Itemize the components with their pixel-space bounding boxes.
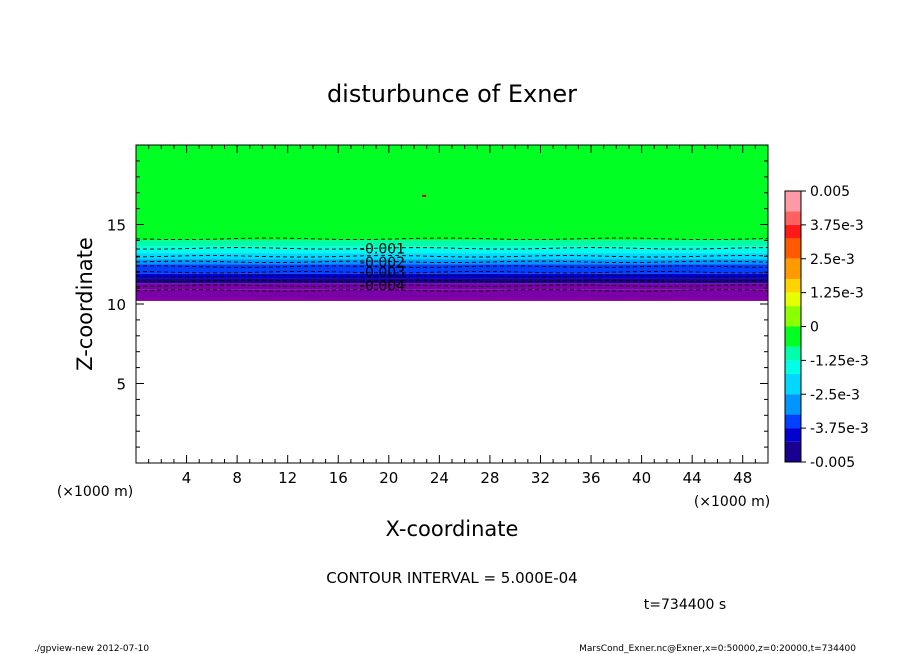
y-tick-label: 10 [107,296,126,314]
filled-band-9 [136,283,768,290]
filled-band-2 [136,246,768,254]
x-tick-label: 8 [232,469,242,487]
lower-boundary [136,298,768,301]
contour-interval-note: CONTOUR INTERVAL = 5.000E-04 [326,569,577,587]
contour-labels: -0.001-0.002-0.003-0.004 [360,241,405,294]
filled-band-4 [136,259,768,265]
contour-line-8 [135,284,769,287]
colorbar-segment-3 [785,238,801,259]
x-tick-label: 16 [329,469,348,487]
filled-band-7 [136,273,768,279]
contour-line-4 [135,265,769,268]
colorbar-tick-label: 1.25e-3 [810,286,864,302]
colorbar-segment-8 [785,326,801,347]
colorbar-segment-11 [785,373,801,395]
chart-title: disturbunce of Exner [327,80,577,108]
colorbar-tick-label: -3.75e-3 [810,421,869,437]
colorbar-segment-2 [785,224,801,239]
filled-band-10 [136,289,768,301]
contour-label-3: -0.004 [360,279,405,295]
x-tick-label: 28 [480,469,499,487]
plot-area [135,144,769,464]
y-tick-label: 5 [116,376,126,394]
colorbar-segment-5 [785,279,801,293]
colorbar-tick-label: 2.5e-3 [810,252,855,268]
colorbar-segment-4 [785,258,801,280]
colorbar-segment-15 [785,441,801,462]
colorbar-segment-0 [785,191,801,212]
contour-lines [135,237,769,292]
x-unit-right: (×1000 m) [694,494,770,510]
x-tick-label: 32 [531,469,550,487]
contour-line-7 [135,279,769,283]
x-tick-label: 48 [733,469,752,487]
footer-right: MarsCond_Exner.nc@Exner,x=0:50000,z=0:20… [579,644,856,654]
colorbar-segment-6 [785,292,801,307]
y-axis-label: Z-coordinate [73,237,97,371]
x-tick-label: 44 [683,469,702,487]
contour-line-1 [135,247,769,250]
contour-line-2 [135,255,769,258]
colorbar-segment-9 [785,346,801,361]
colorbar-segment-7 [785,306,801,327]
colorbar-tick-label: -2.5e-3 [810,387,860,403]
contour-label-1: -0.002 [360,255,405,271]
colorbar-tick-label: -1.25e-3 [810,353,869,369]
colorbar-tick-label: 0 [810,320,819,336]
colorbar: 0.005 3.75e-3 2.5e-3 1.25e-3 0 -1.25e-3 -2.5e-… [784,184,869,471]
x-tick-label: 36 [581,469,600,487]
x-tick-label: 12 [278,469,297,487]
y-axis: 5 10 15 [107,160,768,448]
colorbar-segment-1 [785,211,801,225]
colorbar-tick-label: 3.75e-3 [810,218,864,234]
time-label: t=734400 s [644,597,726,613]
filled-band-0 [136,145,768,241]
contour-line-5 [135,270,769,274]
x-axis-label: X-coordinate [386,517,519,541]
x-tick-label: 24 [430,469,449,487]
y-tick-label: 15 [107,217,126,235]
contour-label-2: -0.003 [360,265,405,281]
x-axis: 4 8 12 16 20 24 28 32 36 40 44 48 [148,145,756,487]
contour-line-9 [135,289,769,292]
contour-label-0: -0.001 [360,241,405,257]
colorbar-segment-13 [785,414,801,429]
colorbar-segment-12 [785,394,801,415]
contour-line-0 [135,237,769,241]
x-tick-label: 4 [182,469,192,487]
colorbar-segment-10 [785,360,801,374]
contour-line-6 [135,274,769,278]
colorbar-segment-14 [785,428,801,442]
colorbar-tick-label: 0.005 [810,184,850,200]
x-tick-label: 20 [379,469,398,487]
footer-left: ./gpview-new 2012-07-10 [34,644,150,654]
x-tick-label: 40 [632,469,651,487]
x-unit-left: (×1000 m) [57,484,133,500]
point-marker [422,194,427,197]
contour-line-3 [135,260,769,264]
filled-band-1 [136,240,768,247]
colorbar-tick-label: -0.005 [810,455,855,471]
